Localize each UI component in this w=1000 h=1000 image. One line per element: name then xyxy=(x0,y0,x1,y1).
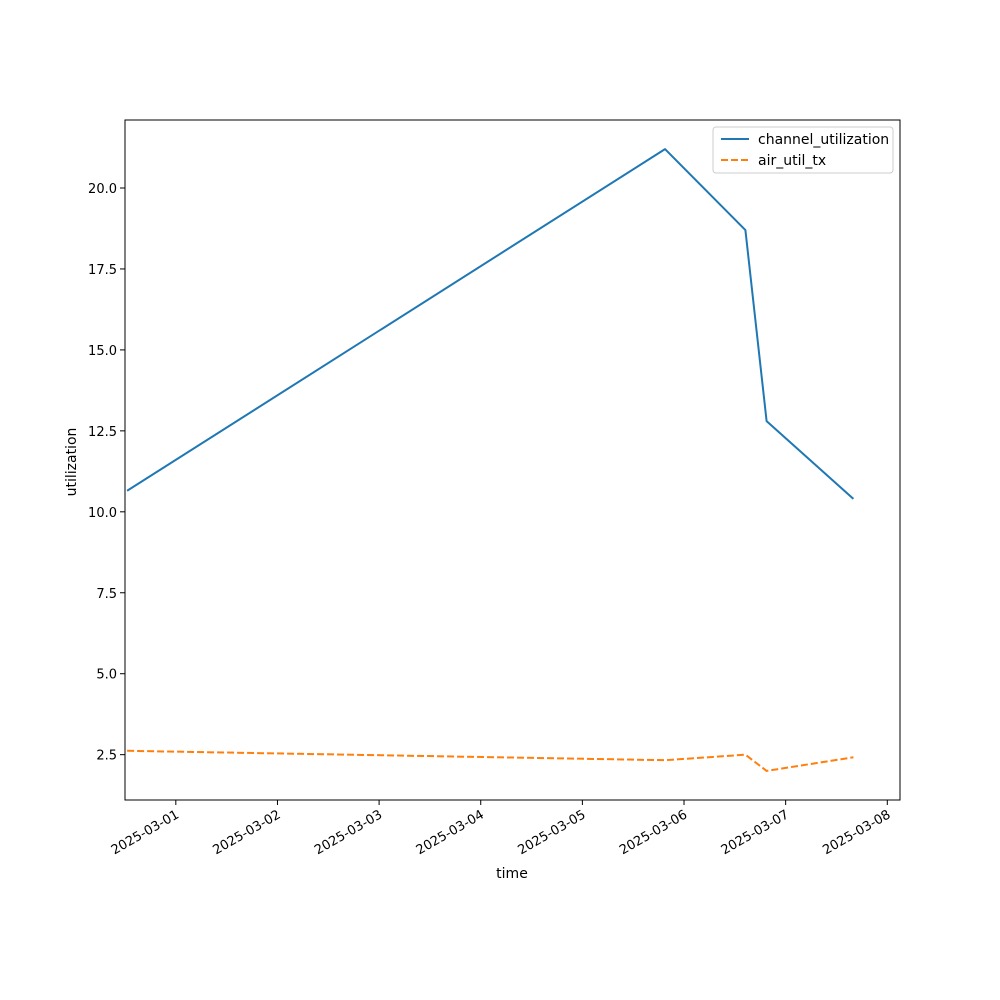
series-line-air-util-tx xyxy=(127,749,854,772)
legend-label: channel_utilization xyxy=(758,132,889,148)
y-tick-label: 5.0 xyxy=(96,668,117,683)
y-tick-label: 15.0 xyxy=(88,344,117,359)
y-tick-label: 20.0 xyxy=(88,182,117,197)
x-axis-label: time xyxy=(496,866,528,882)
legend-label: air_util_tx xyxy=(758,153,826,169)
legend: channel_utilization air_util_tx xyxy=(712,126,894,174)
y-axis-ticks: 2.5 5.0 7.5 10.0 12.5 15.0 17.5 20.0 xyxy=(88,182,125,764)
series-line-channel-utilization xyxy=(126,148,855,500)
series-layer xyxy=(126,148,855,772)
y-axis-label: utilization xyxy=(64,428,80,497)
y-tick-label: 10.0 xyxy=(88,506,117,521)
y-tick-label: 7.5 xyxy=(96,587,117,602)
y-tick-label: 12.5 xyxy=(88,425,117,440)
y-tick-label: 2.5 xyxy=(96,749,117,764)
y-tick-label: 17.5 xyxy=(88,263,117,278)
plot-frame xyxy=(124,119,901,801)
legend-box xyxy=(712,126,894,174)
